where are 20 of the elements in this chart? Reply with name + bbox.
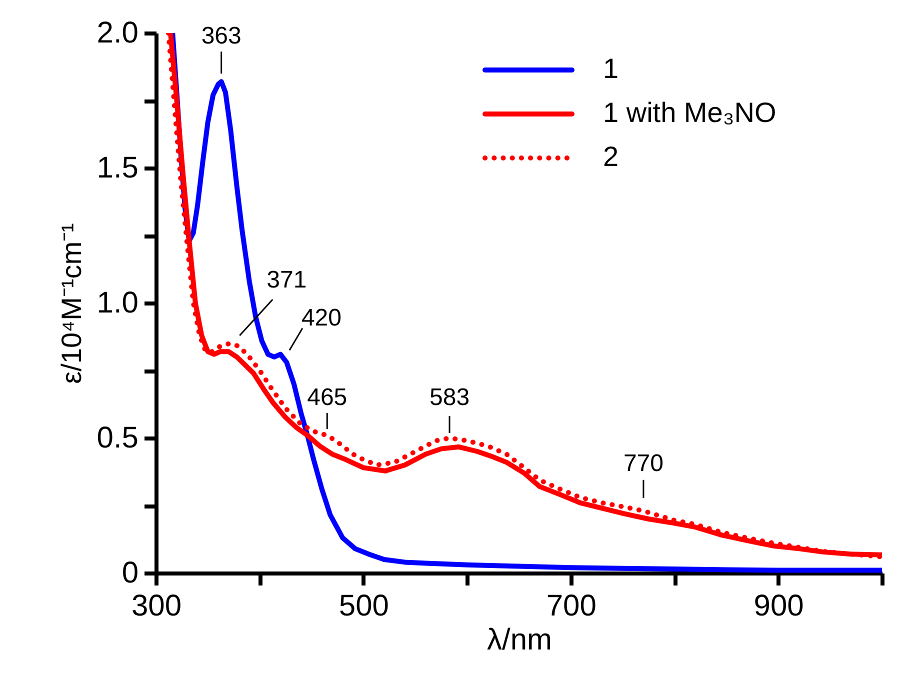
x-tick-label: 500	[338, 590, 389, 622]
y-axis-title: ε/10⁴M⁻¹cm⁻¹	[56, 223, 87, 384]
annotation: 420	[301, 304, 342, 332]
y-tick-label: 0	[122, 556, 138, 590]
y-tick-label: 1.5	[96, 152, 138, 184]
x-axis-title: λ/nm	[486, 624, 552, 656]
legend-label: 2	[603, 141, 619, 172]
annotation: 770	[623, 450, 664, 477]
annotation: 371	[266, 266, 307, 294]
annotation: 465	[307, 384, 348, 411]
y-tick-label: 0.5	[96, 422, 138, 454]
x-tick-label: 300	[131, 590, 182, 622]
y-tick-label: 2.0	[96, 16, 138, 50]
x-tick-label: 700	[546, 590, 596, 622]
y-tick-label: 1.0	[96, 286, 138, 320]
x-tick-label: 900	[754, 590, 804, 622]
annotation: 583	[429, 384, 470, 411]
legend-label: 1 with Me₃NO	[603, 97, 776, 128]
legend-label: 1	[603, 53, 619, 84]
annotation: 363	[201, 22, 242, 50]
